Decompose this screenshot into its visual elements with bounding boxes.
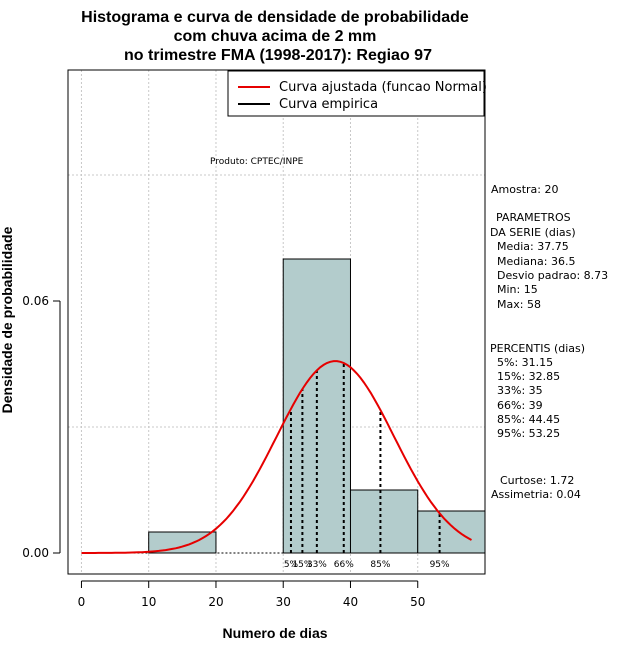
stat-p15: 15%: 32.85	[497, 370, 560, 383]
legend-label-fitted: Curva ajustada (funcao Normal)	[279, 80, 487, 95]
stat-params-title-2: DA SERIE (dias)	[490, 226, 576, 239]
stat-p66: 66%: 39	[497, 399, 543, 412]
legend-label-empirical: Curva empirica	[279, 97, 378, 112]
percentile-label-4: 85%	[370, 560, 390, 570]
x-axis-label: Numero de dias	[222, 625, 327, 641]
stat-max: Max: 58	[497, 298, 541, 311]
stat-percentis-title: PERCENTIS (dias)	[490, 342, 585, 355]
chart-title-line-1: Histograma e curva de densidade de proba…	[81, 9, 469, 26]
percentile-label-3: 66%	[334, 560, 354, 570]
stat-min: Min: 15	[497, 283, 538, 296]
chart-title-line-3: no trimestre FMA (1998-2017): Regiao 97	[124, 47, 432, 64]
chart-title-line-2: com chuva acima de 2 mm	[174, 28, 377, 45]
stats-panel: Amostra: 20 PARAMETROS DA SERIE (dias) M…	[490, 183, 608, 501]
legend-box	[227, 70, 485, 117]
fitted-normal-curve	[81, 360, 472, 554]
stat-curtose: Curtose: 1.72	[500, 474, 574, 487]
stat-p33: 33%: 35	[497, 384, 543, 397]
stat-p95: 95%: 53.25	[497, 427, 560, 440]
product-annotation: Produto: CPTEC/INPE	[210, 157, 304, 167]
x-tick-label-10: 10	[141, 595, 156, 609]
x-tick-label-30: 30	[276, 595, 291, 609]
x-tick-label-0: 0	[78, 595, 86, 609]
stat-p85: 85%: 44.45	[497, 413, 560, 426]
percentile-label-1: 15%	[292, 560, 312, 570]
y-tick-label-1: 0.06	[22, 294, 49, 308]
y-axis-label: Densidade de probabilidade	[0, 226, 15, 413]
stat-media: Media: 37.75	[497, 240, 569, 253]
stat-mediana: Mediana: 36.5	[497, 255, 575, 268]
percentile-label-5: 95%	[430, 560, 450, 570]
percentile-label-2: 33%	[307, 560, 327, 570]
percentile-lines: 5%15%33% 66% 85% 95%	[284, 363, 450, 570]
percentile-label-0: 5%	[284, 560, 299, 570]
stat-amostra: Amostra: 20	[491, 183, 558, 196]
stat-assimetria: Assimetria: 0.04	[491, 488, 581, 501]
x-tick-label-50: 50	[410, 595, 425, 609]
stat-p5: 5%: 31.15	[497, 356, 553, 369]
plot-frame	[67, 69, 486, 575]
x-tick-label-40: 40	[343, 595, 358, 609]
legend: Curva ajustada (funcao Normal) Curva emp…	[227, 70, 487, 117]
histogram-bar-3	[417, 510, 486, 554]
axes: 0 10 20 30 40 50 0.00 0.06	[22, 294, 425, 609]
y-tick-label-0: 0.00	[22, 546, 49, 560]
grid-lines	[68, 70, 485, 574]
x-tick-label-20: 20	[208, 595, 223, 609]
stat-params-title-1: PARAMETROS	[496, 211, 571, 224]
histogram-bar-2	[349, 489, 419, 554]
stat-desvio: Desvio padrao: 8.73	[497, 269, 608, 282]
